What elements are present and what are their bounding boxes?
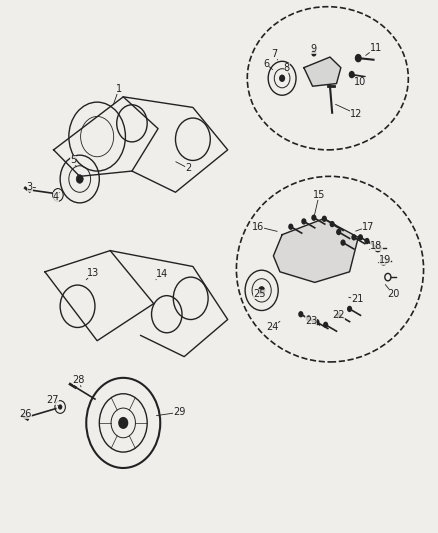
Text: 11: 11 (366, 43, 382, 55)
Text: 21: 21 (349, 294, 364, 304)
Circle shape (76, 175, 83, 183)
Circle shape (322, 216, 327, 222)
Text: 19: 19 (378, 255, 392, 265)
Text: 12: 12 (336, 104, 362, 119)
Text: 26: 26 (19, 409, 32, 419)
Circle shape (329, 221, 335, 227)
Text: 22: 22 (332, 310, 345, 320)
Polygon shape (273, 219, 358, 282)
Text: 14: 14 (156, 270, 169, 280)
Text: 13: 13 (86, 268, 99, 280)
Text: 24: 24 (266, 321, 280, 333)
Circle shape (336, 312, 341, 318)
Circle shape (311, 50, 317, 56)
Circle shape (279, 75, 285, 82)
Text: 4: 4 (53, 191, 59, 201)
Text: 25: 25 (253, 289, 265, 299)
Circle shape (349, 71, 355, 78)
Circle shape (351, 234, 357, 240)
Text: 6: 6 (263, 59, 272, 70)
Text: 20: 20 (385, 285, 399, 299)
Circle shape (258, 286, 265, 295)
Text: 28: 28 (73, 375, 85, 387)
Circle shape (301, 218, 307, 224)
Text: 10: 10 (353, 76, 367, 87)
Circle shape (364, 238, 370, 244)
Text: 17: 17 (356, 222, 374, 232)
Text: 23: 23 (305, 316, 318, 326)
Circle shape (119, 418, 127, 428)
Text: 5: 5 (70, 156, 76, 167)
Text: 7: 7 (272, 50, 278, 60)
Text: 15: 15 (313, 190, 325, 215)
Text: 1: 1 (113, 84, 122, 105)
Circle shape (323, 321, 328, 328)
Circle shape (340, 239, 346, 246)
Circle shape (288, 223, 293, 230)
Circle shape (358, 234, 363, 240)
Circle shape (314, 319, 320, 325)
Text: 29: 29 (156, 407, 185, 417)
Text: 16: 16 (252, 222, 277, 232)
Text: 8: 8 (284, 63, 290, 72)
Circle shape (311, 215, 317, 221)
Circle shape (347, 306, 352, 312)
Circle shape (355, 54, 362, 62)
Circle shape (306, 316, 311, 321)
Text: 3: 3 (27, 182, 35, 192)
Text: 18: 18 (370, 241, 383, 252)
Circle shape (298, 311, 304, 317)
Polygon shape (304, 57, 341, 86)
Circle shape (336, 229, 341, 235)
Text: 27: 27 (46, 395, 59, 406)
Text: 2: 2 (176, 161, 192, 173)
Text: 9: 9 (311, 44, 317, 54)
Circle shape (58, 405, 62, 410)
